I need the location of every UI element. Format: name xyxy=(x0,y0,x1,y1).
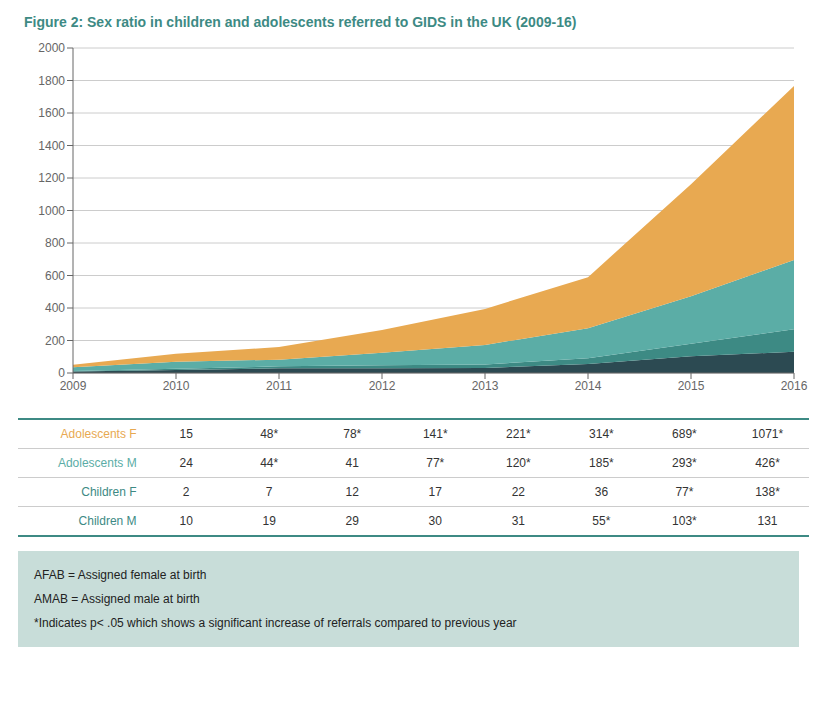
svg-text:2010: 2010 xyxy=(163,379,190,393)
svg-text:200: 200 xyxy=(45,334,65,348)
svg-text:800: 800 xyxy=(45,236,65,250)
html-text:1071*: 1071* xyxy=(751,427,784,441)
html-text:AFAB = Assigned female at birt: AFAB = Assigned female at birth xyxy=(34,568,207,582)
svg-text:2016: 2016 xyxy=(781,379,808,393)
html-text:138*: 138* xyxy=(755,485,780,499)
html-text:314*: 314* xyxy=(589,427,614,441)
html-text:141*: 141* xyxy=(422,427,448,441)
html-text:Children M: Children M xyxy=(78,514,137,528)
html-text:*Indicates p< .05 which shows: *Indicates p< .05 which shows a signific… xyxy=(34,616,517,630)
html-text:30: 30 xyxy=(428,514,442,528)
html-text:120*: 120* xyxy=(506,456,531,470)
svg-text:1400: 1400 xyxy=(38,139,65,153)
html-text:12: 12 xyxy=(345,485,359,499)
svg-text:0: 0 xyxy=(58,366,65,380)
svg-text:2009: 2009 xyxy=(60,379,87,393)
html-text:77*: 77* xyxy=(675,485,694,499)
html-text:103*: 103* xyxy=(672,514,697,528)
html-text:AMAB = Assigned male at birth: AMAB = Assigned male at birth xyxy=(34,592,200,606)
svg-text:400: 400 xyxy=(45,301,65,315)
html-text:19: 19 xyxy=(262,514,276,528)
svg-text:2014: 2014 xyxy=(575,379,602,393)
html-text:48*: 48* xyxy=(260,427,279,441)
svg-text:1000: 1000 xyxy=(38,204,65,218)
svg-text:600: 600 xyxy=(45,269,65,283)
html-text:31: 31 xyxy=(511,514,525,528)
html-text:221*: 221* xyxy=(506,427,531,441)
html-text:293*: 293* xyxy=(672,456,697,470)
html-text:Figure 2: Sex ratio in childre: Figure 2: Sex ratio in children and adol… xyxy=(24,14,577,30)
html-text:41: 41 xyxy=(345,456,359,470)
svg-text:2000: 2000 xyxy=(38,41,65,55)
html-text:17: 17 xyxy=(428,485,442,499)
html-text:15: 15 xyxy=(179,427,193,441)
svg-text:1800: 1800 xyxy=(38,74,65,88)
html-text:426*: 426* xyxy=(755,456,780,470)
html-text:185*: 185* xyxy=(589,456,614,470)
html-text:Children F: Children F xyxy=(81,485,137,499)
svg-text:2011: 2011 xyxy=(266,379,292,393)
html-text:55*: 55* xyxy=(592,514,611,528)
html-text:22: 22 xyxy=(511,485,525,499)
html-text:44*: 44* xyxy=(260,456,279,470)
svg-text:1600: 1600 xyxy=(38,106,65,120)
html-text:78*: 78* xyxy=(343,427,362,441)
html-text:689*: 689* xyxy=(672,427,697,441)
svg-text:2015: 2015 xyxy=(678,379,705,393)
html-text:24: 24 xyxy=(179,456,193,470)
html-text:Adolescents F: Adolescents F xyxy=(60,427,137,441)
html-text:Adolescents M: Adolescents M xyxy=(57,456,137,470)
html-text:2: 2 xyxy=(182,485,190,499)
html-text:7: 7 xyxy=(265,485,273,499)
svg-text:1200: 1200 xyxy=(38,171,65,185)
html-text:10: 10 xyxy=(179,514,193,528)
svg-text:2013: 2013 xyxy=(472,379,499,393)
html-text:131: 131 xyxy=(757,514,778,528)
html-text:77*: 77* xyxy=(426,456,445,470)
svg-text:2012: 2012 xyxy=(369,379,396,393)
html-text:29: 29 xyxy=(345,514,359,528)
html-text:36: 36 xyxy=(594,485,609,499)
